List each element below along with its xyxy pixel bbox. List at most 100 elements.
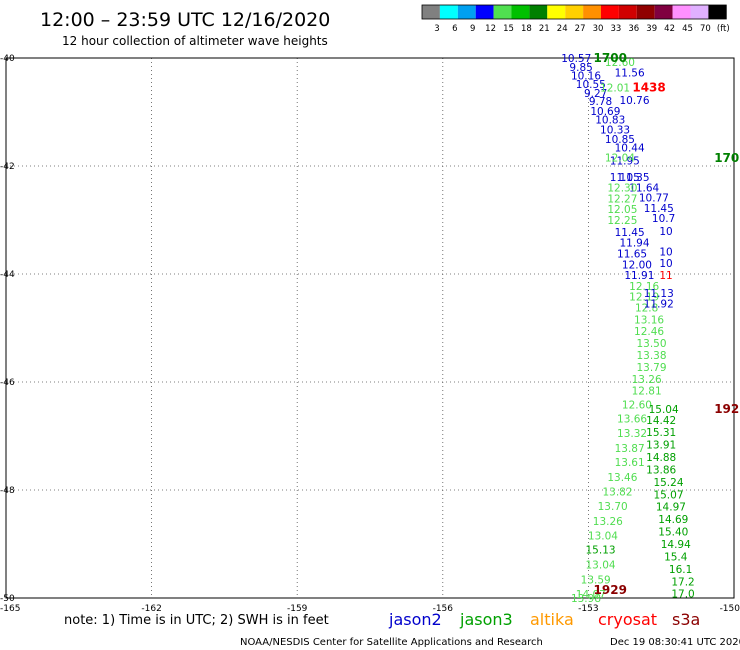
swh-value: 11.91	[624, 270, 654, 282]
swh-value: 13.04	[588, 530, 618, 542]
map-subtitle: 12 hour collection of altimeter wave hei…	[62, 34, 328, 48]
swh-value: 10.83	[595, 115, 625, 127]
swh-value: 16.1	[669, 564, 692, 576]
color-swatch	[654, 5, 673, 19]
color-swatch	[529, 5, 548, 19]
latitude-label: -44	[0, 270, 15, 280]
color-scale-label: 24	[557, 24, 568, 34]
swh-value: 12.01	[600, 83, 630, 95]
swh-value: 13.82	[602, 487, 632, 499]
swh-value: 14.88	[646, 452, 676, 464]
color-scale-label: 6	[452, 24, 457, 34]
swh-value: 12.00	[622, 259, 652, 271]
swh-value: 12.04	[605, 152, 635, 164]
swh-value: 13.46	[607, 472, 637, 484]
map-title: 12:00 – 23:59 UTC 12/16/2020	[40, 9, 330, 31]
swh-value: 13.86	[646, 464, 676, 476]
color-scale-label: 27	[575, 24, 586, 34]
latitude-label: -40	[0, 54, 15, 64]
swh-value: 17.2	[671, 576, 694, 588]
pass-time-labels: 1700 1438 170 192 1929	[594, 51, 740, 597]
swh-value: 10.7	[652, 213, 675, 225]
swh-value: 10.33	[600, 124, 630, 136]
pass-time-label: 170	[714, 151, 739, 165]
color-scale-label: 12	[485, 24, 496, 34]
color-swatch	[583, 5, 601, 19]
color-swatch	[511, 5, 530, 19]
legend-jason3: jason3	[459, 610, 513, 629]
swh-value: 13.26	[632, 374, 662, 386]
swh-value: 11.92	[644, 299, 674, 311]
swh-value: 15.31	[646, 427, 676, 439]
swh-value: 13.26	[593, 516, 623, 528]
swh-value: 13.38	[636, 350, 666, 362]
swh-value: 10	[659, 246, 672, 258]
color-swatch	[690, 5, 709, 19]
color-swatch	[672, 5, 691, 19]
swh-value: 11.45	[615, 227, 645, 239]
map-grid	[6, 58, 734, 598]
color-swatch	[439, 5, 458, 19]
swh-value: 17.0	[671, 589, 694, 601]
swh-value: 13.70	[598, 501, 628, 513]
swh-value: 11.64	[629, 183, 659, 195]
swh-value: 11.05	[610, 172, 640, 184]
color-scale-label: 21	[539, 24, 550, 34]
color-scale-label: 39	[646, 24, 657, 34]
swh-value: 13.91	[646, 440, 676, 452]
swh-value: 12.8	[635, 302, 658, 314]
swh-value: 12.16	[629, 281, 659, 293]
swh-value: 14.97	[656, 502, 686, 514]
pass-time-label: 1700	[594, 51, 627, 65]
swh-value: 12.19	[629, 292, 659, 304]
color-scale-label: 36	[628, 24, 639, 34]
swh-value: 10	[659, 258, 672, 270]
legend-s3a: s3a	[672, 610, 700, 629]
swh-value: 9.78	[589, 96, 612, 108]
longitude-label: -159	[287, 604, 308, 614]
latitude-label: -46	[0, 378, 15, 388]
credit-text: NOAA/NESDIS Center for Satellite Applica…	[240, 637, 543, 648]
swh-value: 11.94	[619, 238, 649, 250]
generation-timestamp: Dec 19 08:30:41 UTC 2020	[610, 637, 740, 648]
color-scale-label: 9	[470, 24, 475, 34]
swh-value: 14.42	[646, 415, 676, 427]
swh-value: 13.50	[636, 338, 666, 350]
swh-value: 11.65	[617, 248, 647, 260]
color-scale-label: 70	[700, 24, 711, 34]
swh-value: 9.27	[584, 88, 607, 100]
color-scale-label: 30	[593, 24, 604, 34]
swh-value: 12.60	[622, 400, 652, 412]
color-scale-label: 33	[610, 24, 621, 34]
wave-height-tracks: 10.579.8510.1610.559.279.7810.6910.8310.…	[561, 53, 694, 605]
swh-value: 12.05	[607, 204, 637, 216]
swh-value: 12.60	[605, 57, 635, 69]
color-swatch	[457, 5, 476, 19]
swh-value: 12.25	[607, 215, 637, 227]
color-bar-outline	[421, 4, 727, 20]
pass-time-label: 1438	[632, 81, 665, 95]
units-note: note: 1) Time is in UTC; 2) SWH is in fe…	[64, 613, 329, 628]
color-swatch	[547, 5, 566, 19]
color-swatch	[422, 5, 440, 19]
swh-value: 13.79	[636, 362, 666, 374]
swh-value: 10	[659, 226, 672, 238]
swh-value: 11.13	[644, 288, 674, 300]
legend-altika: altika	[530, 610, 574, 629]
swh-value: 15.4	[664, 551, 688, 563]
swh-value: 13.04	[586, 560, 616, 572]
swh-value: 15.40	[658, 527, 688, 539]
swh-value: 12.30	[607, 183, 637, 195]
swh-value: 12.81	[632, 386, 662, 398]
pass-time-label: 1929	[594, 583, 627, 597]
longitude-labels: -165 -162 -159 -156 -153 -150	[0, 604, 740, 614]
plot-frame	[5, 57, 735, 599]
swh-value: 11.45	[644, 203, 674, 215]
swh-value: 13.16	[634, 314, 664, 326]
color-swatch	[493, 5, 512, 19]
swh-value: 11.56	[615, 68, 645, 80]
longitude-label: -156	[433, 604, 454, 614]
swh-value: 14.07	[576, 589, 606, 601]
swh-value: 12.46	[634, 326, 664, 338]
